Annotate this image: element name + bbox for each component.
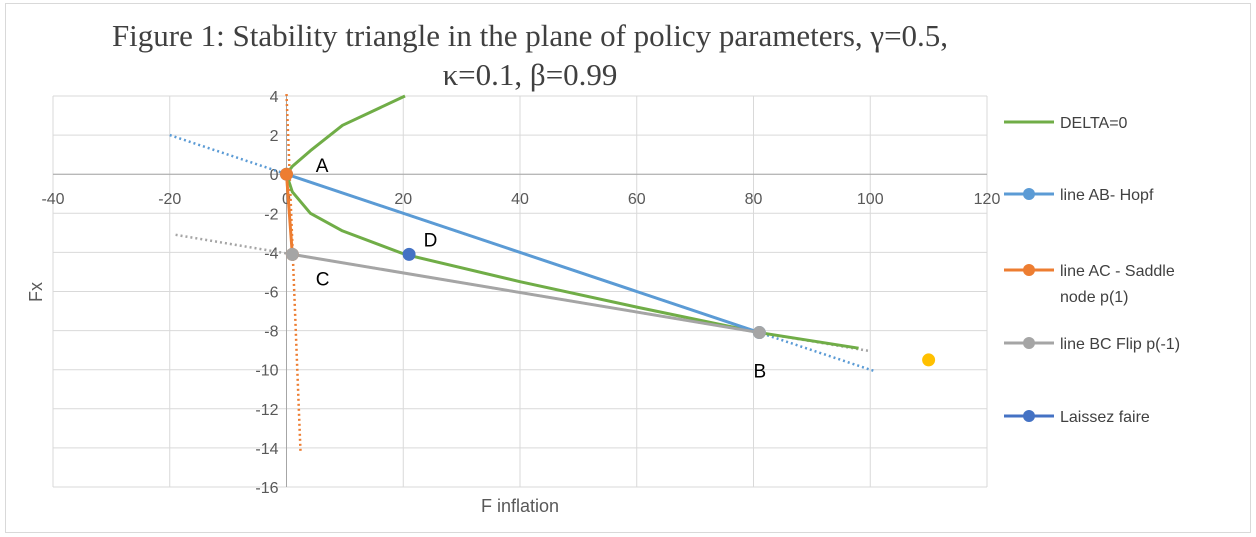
x-tick-label: 80 xyxy=(745,191,763,208)
chart-title-line-1: Figure 1: Stability triangle in the plan… xyxy=(111,18,949,53)
x-tick-label: 100 xyxy=(857,191,884,208)
legend-label: Laissez faire xyxy=(1060,409,1150,426)
series-line xyxy=(286,172,760,334)
legend-swatch-marker xyxy=(1023,337,1035,349)
y-tick-label: -8 xyxy=(264,324,278,341)
series-line xyxy=(292,252,760,335)
point-label: C xyxy=(316,270,330,291)
series-markers xyxy=(280,167,936,367)
legend-label: line AB- Hopf xyxy=(1060,187,1154,204)
chart-frame xyxy=(5,3,1251,533)
legend-label: node p(1) xyxy=(1060,289,1129,306)
trendlines xyxy=(169,93,877,452)
series-line xyxy=(285,174,294,255)
y-tick-label: -14 xyxy=(255,441,278,458)
y-axis-title: Fx xyxy=(26,282,46,302)
legend-swatch-marker xyxy=(1023,410,1035,422)
y-tick-label: -6 xyxy=(264,285,278,302)
trendline xyxy=(285,93,302,452)
axes: -40 -20 0 20 40 60 80 100 120420-2-4-6-8-10-12-1… xyxy=(41,89,1000,497)
y-tick-label: -10 xyxy=(255,363,278,380)
point-labels: A C D B xyxy=(316,156,767,382)
y-tick-label: 2 xyxy=(270,128,279,145)
legend: DELTA=0 line AB- Hopf line AC - Saddle node… xyxy=(1004,115,1180,426)
chart-title-line-2: κ=0.1, β=0.99 xyxy=(442,57,618,92)
point-label: B xyxy=(754,362,767,383)
x-tick-label: 60 xyxy=(628,191,646,208)
legend-swatch-marker xyxy=(1023,188,1035,200)
legend-swatch-marker xyxy=(1023,264,1035,276)
data-point xyxy=(752,326,766,340)
point-label: A xyxy=(316,156,329,177)
data-point xyxy=(922,353,936,367)
y-tick-label: 0 xyxy=(270,167,279,184)
legend-label: line BC Flip p(-1) xyxy=(1060,336,1180,353)
y-tick-label: 4 xyxy=(270,89,279,106)
series-lines xyxy=(285,94,859,350)
y-tick-label: -4 xyxy=(264,245,278,262)
x-tick-label: 0 xyxy=(282,191,291,208)
legend-label: DELTA=0 xyxy=(1060,115,1128,132)
x-tick-label: -20 xyxy=(158,191,181,208)
data-point xyxy=(402,247,416,261)
x-tick-label: 40 xyxy=(511,191,529,208)
legend-label: line AC - Saddle xyxy=(1060,263,1175,280)
x-tick-label: -40 xyxy=(41,191,64,208)
series-line-delta xyxy=(285,94,859,350)
x-tick-label: 120 xyxy=(974,191,1001,208)
y-tick-label: -12 xyxy=(255,402,278,419)
y-tick-label: -2 xyxy=(264,206,278,223)
y-tick-label: -16 xyxy=(255,480,278,497)
x-tick-label: 20 xyxy=(394,191,412,208)
point-label: D xyxy=(424,231,438,252)
data-point xyxy=(280,167,293,181)
data-point xyxy=(285,247,299,261)
x-axis-title: F inflation xyxy=(481,496,559,516)
